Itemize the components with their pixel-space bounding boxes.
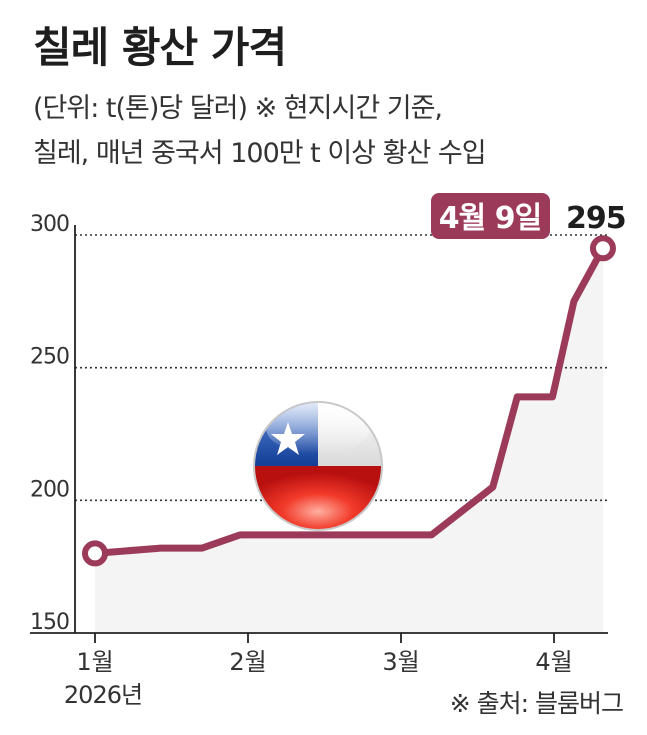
chart-title: 칠레 황산 가격	[33, 23, 287, 72]
area-fill	[95, 248, 603, 633]
end-point-marker	[589, 235, 616, 262]
callout-date: 4월 9일	[439, 201, 541, 236]
chile-flag-icon	[253, 401, 383, 531]
area-fill-layer	[95, 248, 603, 633]
x-tick-label-2: 3월	[382, 648, 419, 676]
chart-subtitle-note: 칠레, 매년 중국서 100만 t 이상 황산 수입	[33, 138, 487, 169]
y-tick-label-300: 300	[30, 212, 69, 237]
axes: 1월 2026년 2월 3월 4월	[30, 225, 608, 709]
callout-value: 295	[566, 201, 626, 236]
x-tick-label-1: 2월	[229, 648, 266, 676]
y-tick-label-200: 200	[30, 477, 69, 502]
start-point-marker	[82, 540, 108, 567]
callout: 4월 9일 295	[431, 193, 627, 239]
x-tick-label-3: 4월	[535, 648, 572, 676]
x-tick-sublabel-0: 2026년	[64, 681, 142, 709]
markers	[82, 235, 616, 567]
callout-box	[431, 193, 550, 239]
source-note: ※ 출처: 블룸버그	[449, 689, 624, 718]
y-tick-label-150: 150	[30, 610, 69, 635]
chart-subtitle-units: (단위: t(톤)당 달러) ※ 현지시간 기준,	[33, 93, 443, 124]
y-tick-label-250: 250	[30, 345, 69, 370]
series-line	[91, 244, 607, 557]
x-tick-label-0: 1월	[76, 648, 113, 676]
series-line-layer	[91, 244, 607, 557]
